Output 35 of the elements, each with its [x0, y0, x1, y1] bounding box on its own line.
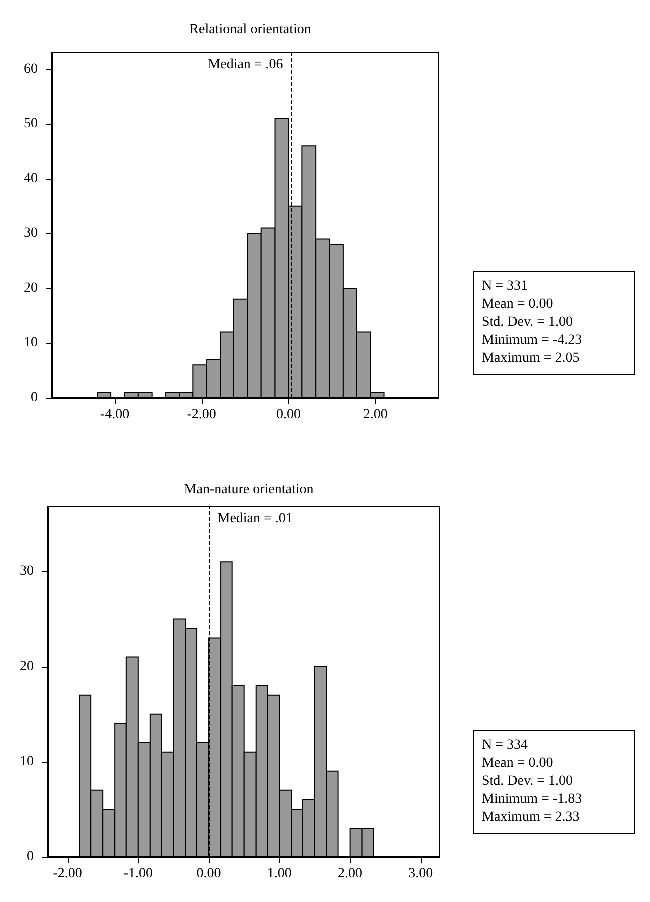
chart-title: Relational orientation [190, 22, 312, 38]
ref-line-label: Median = .06 [208, 58, 284, 72]
y-tick-label: 20 [20, 659, 34, 674]
x-tick-label: -4.00 [100, 408, 130, 422]
y-tick-label: 10 [24, 336, 38, 351]
y-tick-label: 50 [24, 116, 38, 132]
text: Std. Dev. = 1.00 [482, 773, 574, 791]
y-tick-label: 30 [20, 564, 34, 580]
ref-line-label: Median = .01 [218, 512, 293, 526]
y-tick-label: 40 [24, 171, 38, 186]
y-tick-label: 20 [24, 280, 38, 296]
text: Std. Dev. = 1.00 [482, 314, 574, 332]
text: Minimum = -4.23 [482, 332, 584, 350]
x-tick-label: 1.00 [267, 866, 292, 882]
x-tick-label: 3.00 [408, 866, 434, 882]
y-tick-label: 30 [24, 226, 38, 242]
x-tick-label: -1.00 [124, 866, 153, 882]
text: Mean = 0.00 [482, 755, 554, 773]
text: Mean = 0.00 [482, 296, 554, 314]
x-tick-label: 2.00 [338, 866, 363, 882]
y-tick-label: 0 [31, 390, 38, 406]
y-tick-label: 60 [24, 62, 38, 77]
text: Minimum = -1.83 [482, 791, 584, 809]
text: N = 334 [482, 737, 530, 755]
y-tick-label: 0 [27, 850, 34, 864]
x-tick-label: -2.00 [187, 408, 216, 422]
x-tick-label: 0.00 [196, 866, 222, 882]
chart-title: Man-nature orientation [184, 482, 314, 498]
text: N = 331 [482, 278, 530, 296]
x-tick-label: -2.00 [53, 866, 82, 882]
text: Maximum = 2.05 [482, 350, 581, 368]
text: Maximum = 2.33 [482, 809, 581, 827]
x-tick-label: 0.00 [276, 408, 301, 422]
y-tick-label: 10 [20, 754, 34, 770]
x-tick-label: 2.00 [363, 408, 388, 422]
